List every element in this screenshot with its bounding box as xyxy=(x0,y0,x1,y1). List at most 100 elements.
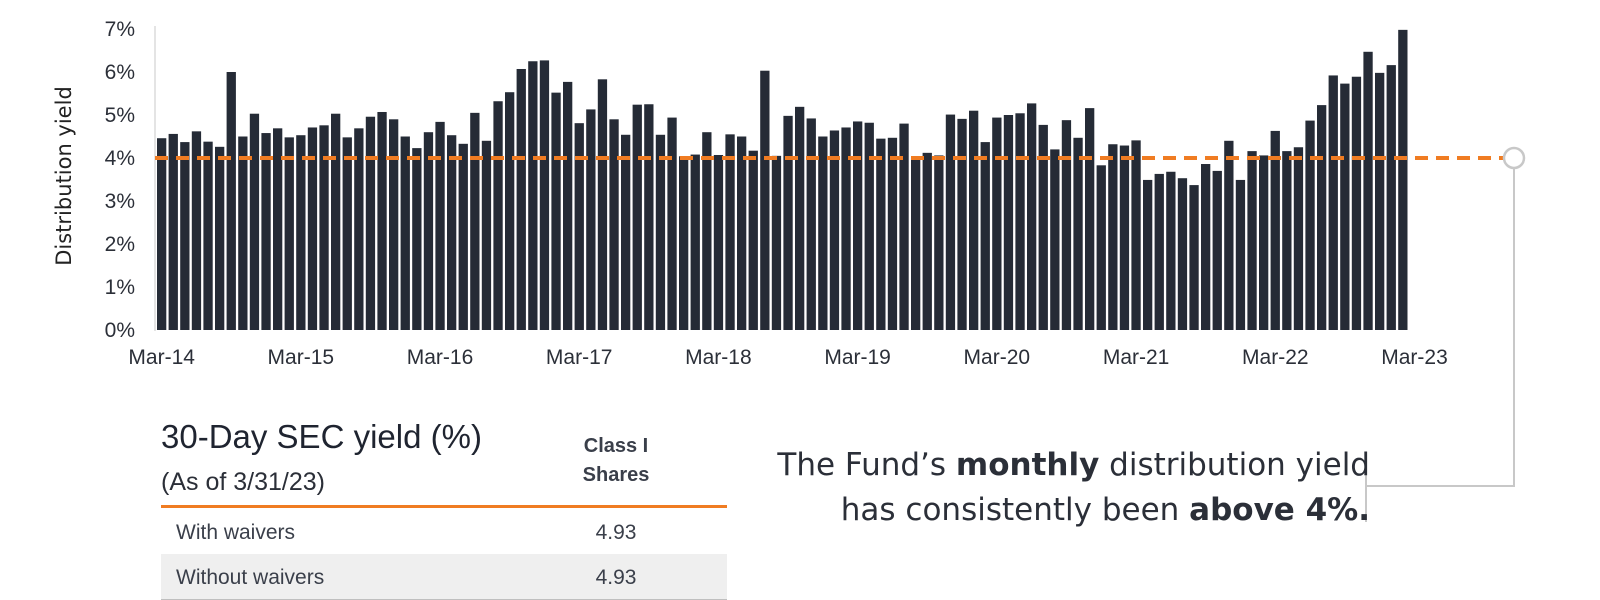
bar xyxy=(1328,75,1338,330)
y-tick-label: 6% xyxy=(105,61,135,84)
bar xyxy=(1282,151,1292,330)
bar xyxy=(945,114,956,330)
y-tick-label: 3% xyxy=(105,190,135,213)
bar xyxy=(1293,147,1304,330)
bar xyxy=(296,135,306,330)
table-column-header: Class I Shares xyxy=(547,432,685,490)
bar xyxy=(1386,65,1396,331)
bar xyxy=(249,113,260,331)
y-tick-label: 2% xyxy=(105,233,135,256)
callout-line-2: has consistently been above 4%. xyxy=(760,488,1370,533)
bar xyxy=(853,121,863,330)
callout-emphasis: monthly xyxy=(955,447,1100,483)
bar xyxy=(690,154,700,330)
bar xyxy=(609,119,619,330)
bar-series xyxy=(157,29,1408,331)
bar xyxy=(1027,103,1037,330)
bar xyxy=(574,123,584,330)
x-tick-label: Mar-14 xyxy=(128,346,195,369)
bar xyxy=(191,131,202,330)
y-tick-label: 5% xyxy=(105,104,135,127)
bar xyxy=(1038,124,1048,330)
bar xyxy=(1119,145,1130,330)
row-label: With waivers xyxy=(176,521,296,544)
x-tick-label: Mar-20 xyxy=(964,346,1031,369)
bar xyxy=(829,130,840,330)
table-row: With waivers 4.93 xyxy=(161,509,727,554)
bar xyxy=(876,138,886,330)
bar xyxy=(806,118,816,330)
bar xyxy=(922,152,932,330)
table-header-rule xyxy=(161,505,727,508)
x-tick-label: Mar-17 xyxy=(546,346,613,369)
callout-text: The Fund’s monthly distribution yield ha… xyxy=(760,443,1370,533)
bar xyxy=(342,137,352,330)
y-tick-label: 7% xyxy=(105,18,135,41)
bar xyxy=(1189,185,1199,330)
bar xyxy=(632,104,642,331)
bar xyxy=(899,123,909,330)
row-label: Without waivers xyxy=(176,566,325,589)
bar xyxy=(238,136,248,330)
y-tick-label: 1% xyxy=(105,276,135,299)
bar xyxy=(284,137,294,330)
bar xyxy=(516,68,526,331)
callout-emphasis: above 4%. xyxy=(1189,492,1370,528)
bar xyxy=(1224,140,1234,330)
bar xyxy=(1061,120,1072,330)
bar xyxy=(1363,51,1373,330)
callout-connector xyxy=(1365,168,1515,522)
column-header-line-1: Class I xyxy=(583,435,649,457)
reference-line-end-marker xyxy=(1502,146,1526,170)
y-tick-label: 4% xyxy=(105,147,135,170)
bar xyxy=(621,134,631,330)
bar xyxy=(551,92,561,330)
bar xyxy=(725,134,735,330)
column-header-line-2: Shares xyxy=(582,464,650,486)
bar xyxy=(1131,140,1141,330)
bar xyxy=(1177,178,1188,330)
bar xyxy=(1073,137,1083,330)
bar xyxy=(771,155,782,330)
x-tick-label: Mar-16 xyxy=(407,346,474,369)
bar xyxy=(1398,29,1408,331)
callout-text-part: has consistently been xyxy=(840,492,1190,528)
bar xyxy=(795,106,805,330)
bar xyxy=(389,119,399,330)
row-value: 4.93 xyxy=(595,521,637,544)
y-axis-label: Distribution yield xyxy=(52,86,76,266)
bar xyxy=(586,109,596,330)
bar xyxy=(180,142,190,330)
x-tick-label: Mar-22 xyxy=(1242,346,1309,369)
bar xyxy=(261,133,271,330)
bar xyxy=(447,135,457,330)
bar xyxy=(969,110,979,330)
bar xyxy=(1154,173,1164,330)
bar xyxy=(841,127,851,330)
bar xyxy=(563,81,573,330)
x-tick-label: Mar-19 xyxy=(824,346,891,369)
bar xyxy=(354,128,364,330)
bar xyxy=(528,61,538,330)
bar xyxy=(992,117,1002,330)
bar xyxy=(319,125,329,330)
bar xyxy=(1340,83,1350,330)
bar xyxy=(435,121,445,330)
bar xyxy=(1096,165,1106,330)
bar xyxy=(1003,115,1014,330)
bar xyxy=(157,138,167,330)
callout-text-part: distribution yield xyxy=(1099,447,1370,483)
bar xyxy=(168,133,178,330)
bar xyxy=(597,79,608,330)
bar xyxy=(760,70,770,331)
bar xyxy=(980,142,990,330)
bar xyxy=(1143,179,1153,330)
table-subtitle: (As of 3/31/23) xyxy=(161,468,325,496)
bar xyxy=(203,141,213,330)
bar xyxy=(505,92,515,331)
bar xyxy=(226,72,236,330)
bar xyxy=(331,113,341,331)
bar xyxy=(1015,113,1025,330)
bar xyxy=(887,137,898,330)
